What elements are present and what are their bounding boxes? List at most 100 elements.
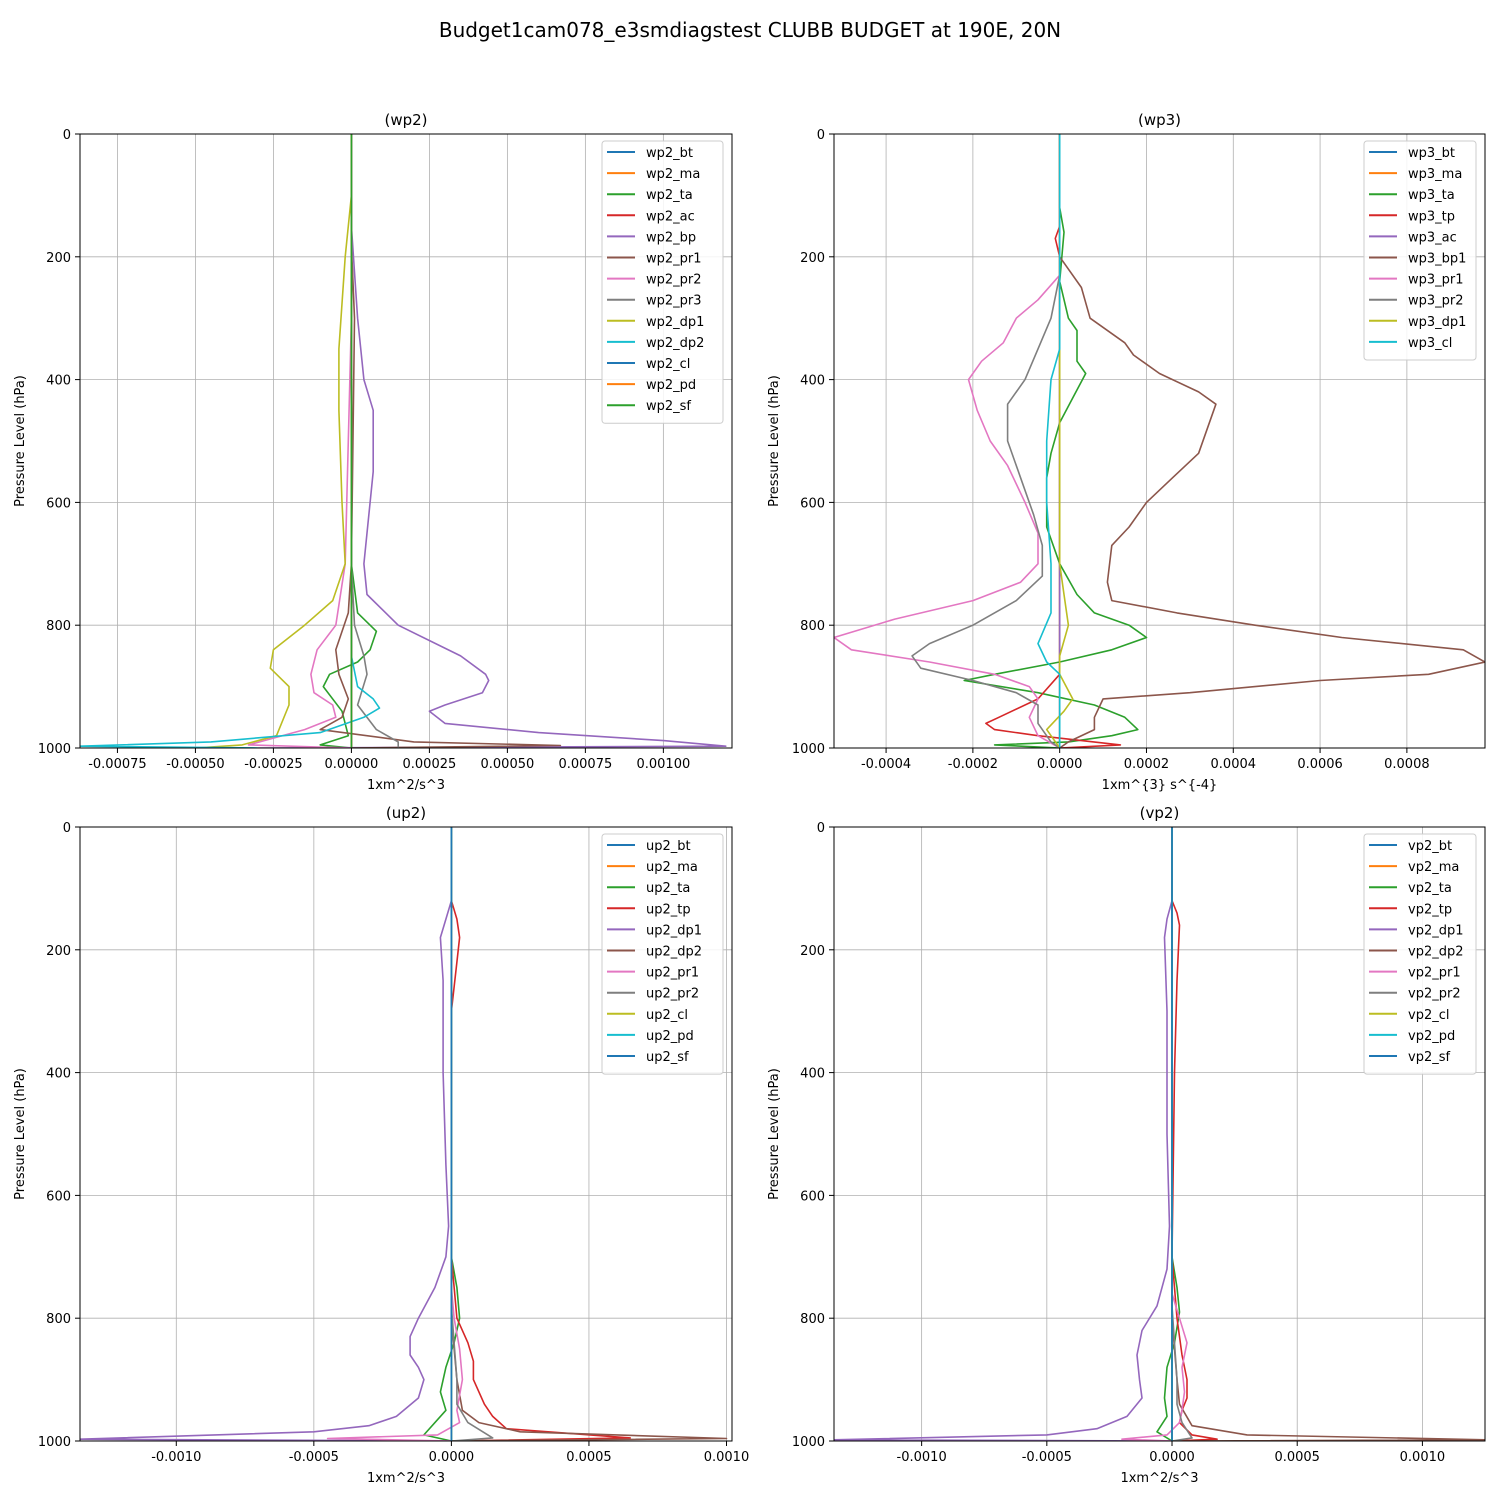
legend-box (601, 140, 724, 424)
series-line-vp2_ta (1156, 827, 1181, 1441)
legend-label: wp2_pr2 (646, 273, 702, 288)
y-tick-label: 800 (800, 619, 825, 634)
legend-label: wp3_tp (1408, 209, 1455, 224)
x-tick-label: -0.0010 (897, 1450, 947, 1465)
legend-label: vp2_pr2 (1408, 987, 1461, 1002)
x-tick-label: 0.00075 (558, 757, 612, 772)
y-tick-label: 400 (800, 1067, 825, 1082)
legend-label: up2_pd (646, 1029, 694, 1044)
x-axis-label: 1xm^2/s^3 (367, 1471, 445, 1486)
legend-box (1363, 140, 1477, 361)
series-group (834, 827, 1485, 1441)
legend-label: vp2_pr1 (1408, 966, 1461, 981)
axes-frame (833, 133, 1486, 749)
legend-label: wp3_ac (1408, 230, 1457, 245)
x-tick-label: 0.0006 (1297, 757, 1343, 772)
y-tick-label: 600 (800, 1189, 825, 1204)
legend-label: wp2_ac (646, 209, 695, 224)
x-tick-label: 0.0005 (1274, 1450, 1320, 1465)
x-tick-label: -0.00075 (88, 757, 146, 772)
series-line-wp3_cl (1037, 134, 1061, 748)
chart-title: (up2) (386, 804, 426, 822)
figure-suptitle: Budget1cam078_e3smdiagstest CLUBB BUDGET… (439, 18, 1061, 42)
legend-label: vp2_tp (1408, 902, 1452, 917)
legend-label: wp2_bp (646, 230, 696, 245)
legend-label: vp2_cl (1408, 1008, 1449, 1023)
x-tick-label: 0.00000 (325, 757, 379, 772)
y-tick-label: 200 (800, 251, 825, 266)
legend-label: up2_bt (646, 839, 691, 854)
legend-label: wp3_bt (1408, 146, 1455, 161)
series-line-up2_ta (423, 827, 461, 1441)
legend-label: up2_sf (646, 1050, 689, 1065)
y-tick-label: 200 (46, 251, 71, 266)
x-tick-label: -0.00050 (166, 757, 224, 772)
legend-label: wp2_ma (646, 167, 700, 182)
series-line-wp3_bp1 (1058, 134, 1485, 748)
legend: up2_bt up2_ma up2_ta up2_tp up2_dp1 up2_dp2up… (601, 833, 724, 1075)
legend-label: up2_cl (646, 1008, 688, 1023)
legend: wp2_bt wp2_ma wp2_ta wp2_ac wp2_bp wp2_pr1 wp2… (601, 140, 724, 424)
y-tick-label: 200 (800, 944, 825, 959)
chart-panel-3: -0.0010 -0.0005 0.0000 0.0005 0.0010 0 200 400 6… (13, 804, 749, 1486)
series-line-wp2_pr2 (247, 134, 353, 748)
y-axis-label: Pressure Level (hPa) (767, 1068, 782, 1200)
legend-label: wp2_cl (646, 357, 690, 372)
x-tick-label: 0.0000 (429, 1450, 475, 1465)
legend-label: wp2_pr3 (646, 294, 702, 309)
x-tick-label: 0.00025 (403, 757, 457, 772)
x-tick-label: -0.0002 (948, 757, 998, 772)
x-tick-label: -0.0005 (289, 1450, 339, 1465)
legend: wp3_bt wp3_ma wp3_ta wp3_tp wp3_ac wp3_bp1 wp3… (1363, 140, 1477, 361)
legend-label: vp2_sf (1408, 1050, 1450, 1065)
axes-frame (79, 826, 733, 1442)
series-line-wp2_dp1 (195, 134, 353, 748)
x-tick-label: 0.0005 (566, 1450, 612, 1465)
chart-panel-1: -0.00075 -0.00050 -0.00025 0.00000 0.00025 0.… (13, 111, 733, 793)
y-tick-label: 600 (46, 496, 71, 511)
x-axis-label: 1xm^2/s^3 (1120, 1471, 1198, 1486)
x-tick-label: -0.0010 (151, 1450, 201, 1465)
legend-label: wp3_cl (1408, 336, 1452, 351)
y-tick-label: 600 (800, 496, 825, 511)
legend-label: wp3_ma (1408, 167, 1462, 182)
y-axis-label: Pressure Level (hPa) (13, 375, 28, 507)
legend-label: up2_tp (646, 902, 691, 917)
chart-panel-4: -0.0010 -0.0005 0.0000 0.0005 0.0010 0 200 400 6… (767, 804, 1486, 1486)
x-tick-label: 0.0000 (1149, 1450, 1195, 1465)
x-tick-label: 0.0004 (1211, 757, 1257, 772)
series-line-wp2_bp (257, 134, 727, 748)
series-group (834, 134, 1485, 748)
legend-label: vp2_pd (1408, 1029, 1455, 1044)
x-tick-label: 0.00050 (481, 757, 535, 772)
x-tick-label: 0.0010 (1400, 1450, 1446, 1465)
legend-label: wp3_bp1 (1408, 252, 1466, 267)
y-tick-label: 1000 (38, 742, 71, 757)
chart-title: (wp2) (384, 111, 427, 129)
legend-label: wp3_pr2 (1408, 294, 1464, 309)
x-tick-label: -0.0005 (1022, 1450, 1072, 1465)
y-tick-label: 1000 (38, 1435, 71, 1450)
chart-panel-2: -0.0004 -0.0002 0.0000 0.0002 0.0004 0.0006 0.… (767, 111, 1486, 793)
legend-label: vp2_bt (1408, 839, 1452, 854)
series-line-up2_dp1 (80, 827, 453, 1441)
y-tick-label: 0 (63, 821, 71, 836)
y-tick-label: 0 (63, 128, 71, 143)
legend-label: wp3_pr1 (1408, 273, 1464, 288)
x-axis-label: 1xm^2/s^3 (367, 778, 445, 793)
legend-label: wp2_pd (646, 378, 696, 393)
y-tick-label: 1000 (792, 742, 825, 757)
series-line-wp2_pr3 (350, 134, 400, 748)
series-line-up2_tp (450, 827, 632, 1441)
x-tick-label: -0.00025 (244, 757, 302, 772)
legend-label: wp3_ta (1408, 188, 1455, 203)
legend-label: wp2_dp1 (646, 315, 704, 330)
legend-label: vp2_ma (1408, 860, 1459, 875)
series-line-vp2_pr1 (1121, 827, 1188, 1441)
legend-label: wp2_sf (646, 399, 691, 414)
y-tick-label: 0 (817, 821, 825, 836)
series-line-wp3_dp1 (1045, 134, 1074, 748)
axes-frame (79, 133, 733, 749)
y-tick-label: 0 (817, 128, 825, 143)
